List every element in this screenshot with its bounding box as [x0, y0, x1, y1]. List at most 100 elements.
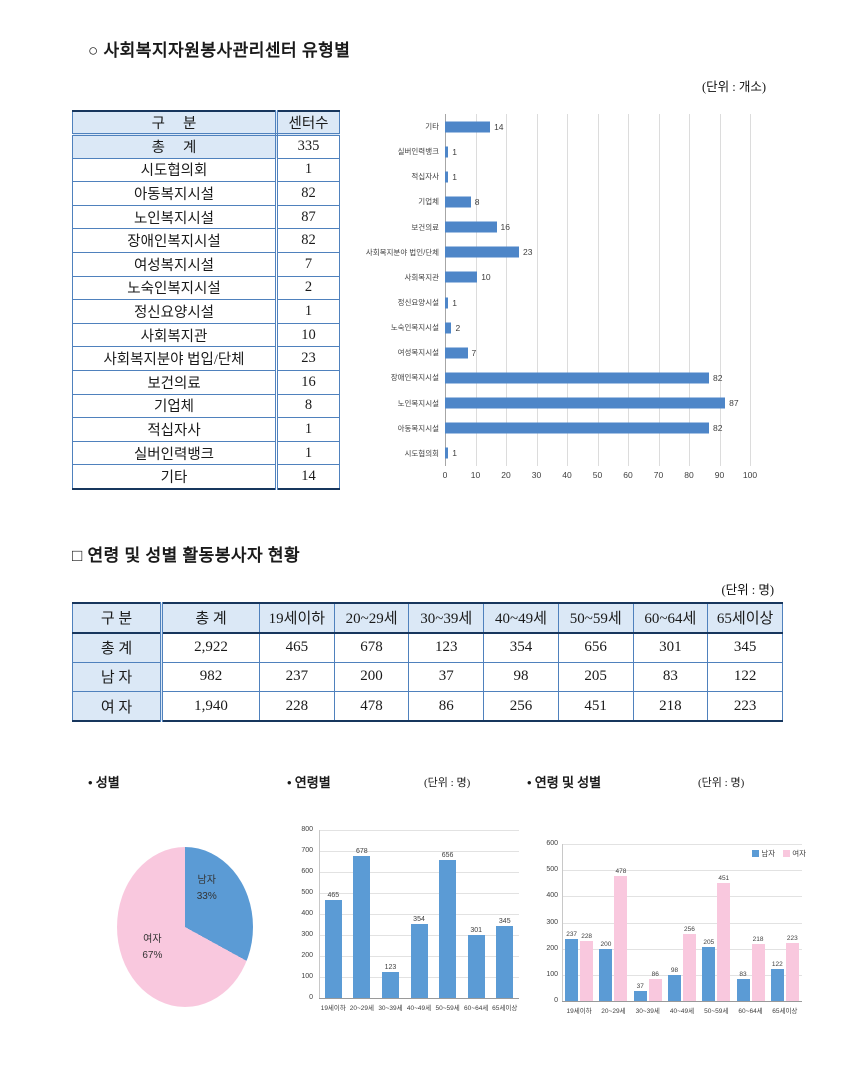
- pie-slice-label: 남자 33%: [197, 873, 217, 905]
- category-label: 60~64세: [464, 1005, 489, 1012]
- gridline: [506, 114, 507, 466]
- value-label: 16: [500, 222, 510, 233]
- bar: [496, 925, 514, 998]
- age-gender-table-body: 총 계 2,922 465 678 123 354 656 301 345 남 자 982 237 20…: [72, 632, 783, 722]
- bar: [445, 322, 452, 334]
- gridline: [445, 114, 446, 466]
- bar: [445, 422, 710, 434]
- category-label: 실버인력뱅크: [397, 147, 439, 157]
- table-cell: 2,922: [161, 632, 260, 663]
- gridline: [658, 114, 660, 466]
- bar-row: 보건의료 16: [352, 215, 767, 240]
- y-axis-line: [319, 830, 320, 998]
- table-row: 적십자사 1: [72, 417, 340, 442]
- bar: [445, 246, 520, 258]
- bar-row: 여성복지시설 7: [352, 340, 767, 365]
- tick-label: 200: [301, 952, 313, 959]
- table-cell: 228: [259, 691, 335, 722]
- table-cell: 노인복지시설: [72, 204, 278, 230]
- column-header: 구 분: [72, 110, 278, 137]
- bar: [580, 941, 594, 1001]
- table-cell: 1: [276, 157, 340, 183]
- gridline: [628, 114, 629, 466]
- bar-row: 적십자사 1: [352, 164, 767, 189]
- gridline: [689, 114, 690, 466]
- bar-track: 10: [445, 265, 767, 290]
- tick-label: 300: [546, 918, 558, 926]
- bar: [445, 221, 497, 233]
- gridline: [562, 870, 802, 872]
- gridline: [319, 872, 519, 873]
- value-label: 256: [684, 926, 695, 934]
- legend-swatch: [783, 850, 791, 857]
- hbar-gridlines: [352, 114, 767, 466]
- bar-row: 사회복지관 10: [352, 265, 767, 290]
- bar-track: 23: [445, 240, 767, 265]
- bar-column: 465: [319, 892, 348, 998]
- tick-label: 800: [301, 826, 313, 833]
- category-label: 40~49세: [669, 1008, 695, 1015]
- value-label: 205: [703, 939, 715, 947]
- value-label: 451: [718, 875, 730, 882]
- bar: [785, 942, 799, 1001]
- table-cell: 실버인력뱅크: [72, 440, 278, 466]
- table-cell: 보건의료: [72, 370, 278, 395]
- bar-column: 123: [376, 964, 405, 998]
- value-label: 1: [452, 171, 457, 182]
- value-label: 1: [452, 297, 457, 308]
- tick-label: 0: [442, 470, 448, 480]
- table-cell: 시도협의회: [72, 157, 278, 183]
- value-label: 14: [494, 121, 504, 132]
- table-cell: 기업체: [72, 393, 278, 419]
- category-label: 60~64세: [738, 1008, 763, 1015]
- bar: [445, 347, 468, 359]
- y-axis-line: [562, 844, 563, 1001]
- table-cell: 82: [276, 228, 340, 254]
- category-label: 30~39세: [635, 1008, 660, 1015]
- category-label: 노인복지시설: [397, 398, 439, 408]
- bar-track: 1: [445, 441, 767, 466]
- table-cell: 총 계: [72, 134, 278, 159]
- bar-row: 사회복지분야 법인/단체 23: [352, 240, 767, 265]
- gridline: [319, 893, 519, 894]
- bar-row: 시도협의회 1: [352, 441, 767, 466]
- category-label: 보건의료: [411, 222, 439, 232]
- table-cell: 354: [483, 632, 559, 663]
- table-cell: 1: [276, 417, 340, 442]
- center-type-table-header: 구 분 센터수: [72, 110, 340, 137]
- bar: [667, 975, 681, 1001]
- tick-label: 500: [546, 866, 558, 874]
- gridline: [562, 896, 802, 898]
- bar-column: 228: [580, 933, 594, 1001]
- bar-column: 656: [433, 852, 462, 998]
- age-chart-unit-label: (단위 : 명): [424, 777, 471, 789]
- category-label: 20~29세: [601, 1008, 626, 1015]
- legend-swatch: [752, 850, 760, 857]
- table-row: 총 계 2,922 465 678 123 354 656 301 345: [72, 632, 783, 663]
- bar: [381, 972, 399, 998]
- bar-column: 354: [405, 916, 434, 998]
- table-cell: 123: [408, 632, 485, 663]
- value-label: 7: [471, 347, 477, 358]
- agesex-chart-caption: • 연령 및 성별: [527, 775, 602, 790]
- column-header: 20~29세: [333, 602, 410, 634]
- tick-label: 700: [301, 847, 313, 854]
- legend-item: 여자: [783, 848, 806, 859]
- table-cell: 678: [333, 632, 410, 663]
- table-cell: 사회복지관: [72, 322, 278, 348]
- bar-group: 237 228: [562, 844, 596, 1001]
- gridline: [750, 114, 751, 466]
- table-cell: 14: [276, 464, 340, 490]
- table-cell: 아동복지시설: [72, 181, 278, 206]
- tick-label: 40: [562, 470, 572, 480]
- category-label: 사회복지관: [404, 272, 440, 282]
- bar-column: 86: [648, 971, 662, 1001]
- table-row: 기타 14: [72, 464, 340, 490]
- value-label: 223: [786, 934, 798, 942]
- value-label: 37: [636, 983, 644, 991]
- tick-label: 60: [623, 470, 633, 480]
- gridline: [536, 114, 538, 466]
